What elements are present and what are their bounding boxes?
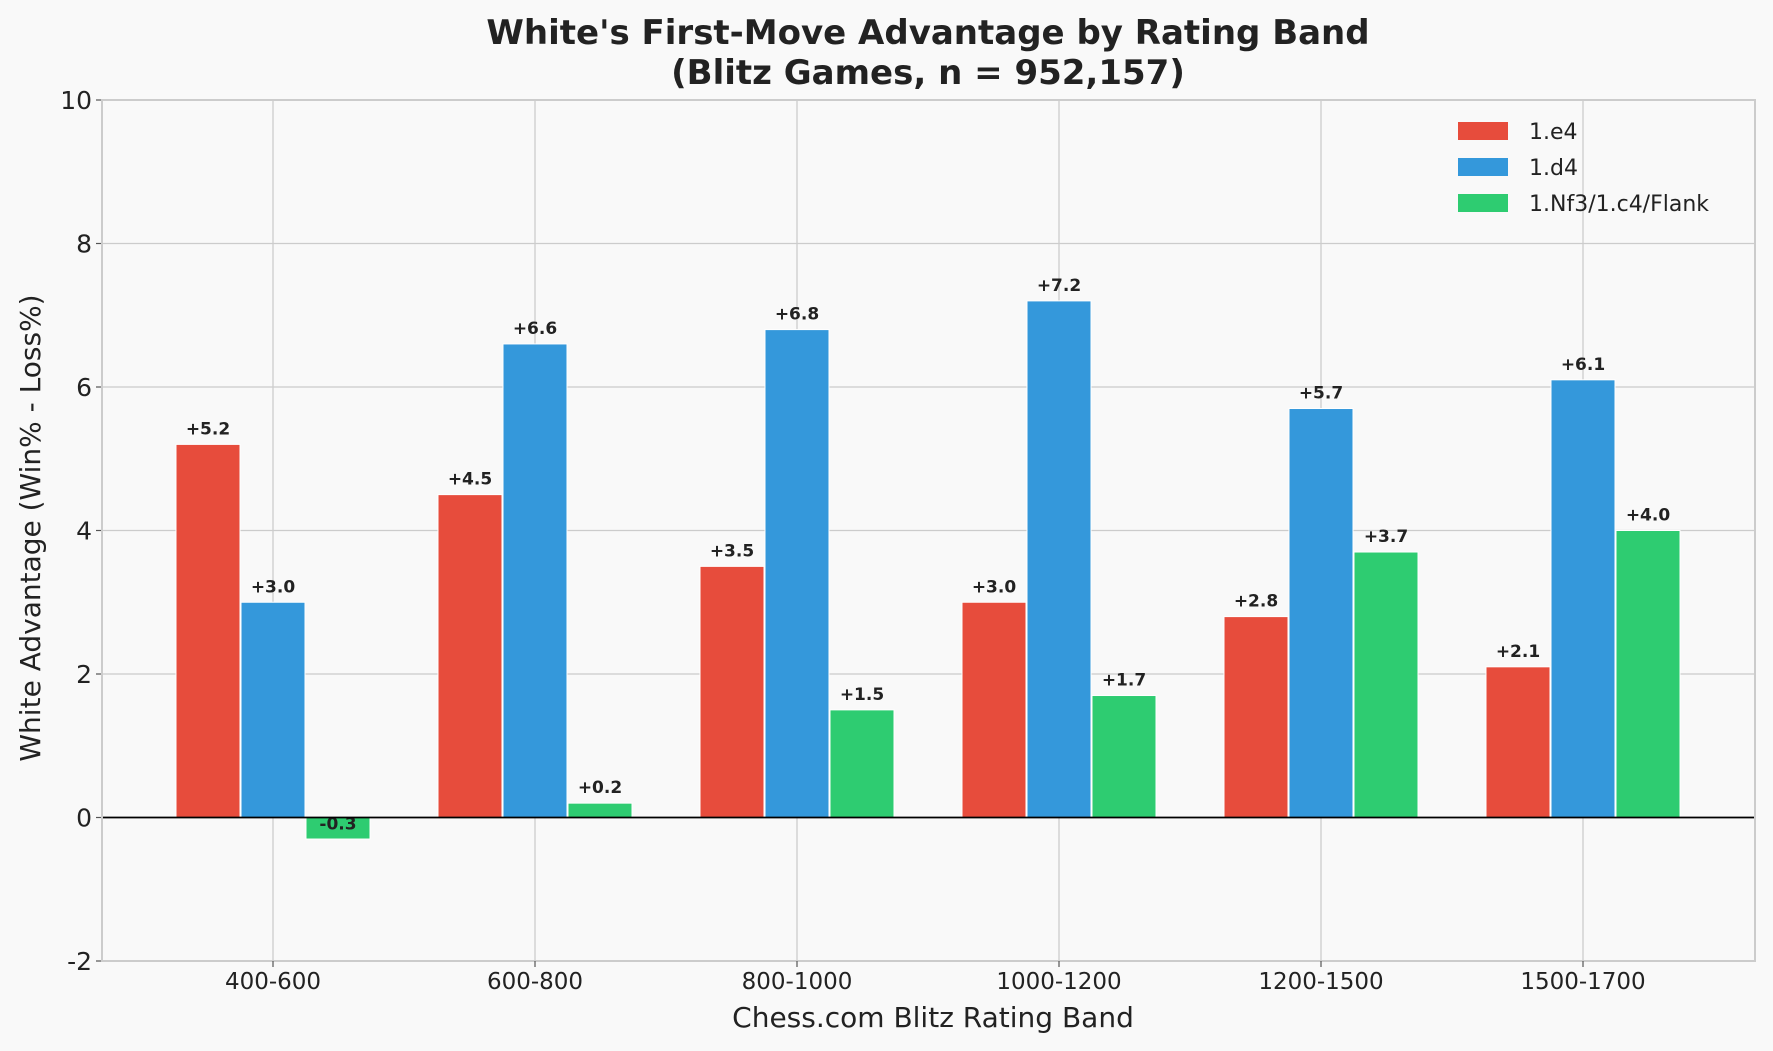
- bar: [1223, 616, 1289, 818]
- bar-value-label: -0.3: [319, 815, 356, 835]
- y-tick-label: 2: [76, 660, 92, 689]
- bar: [1485, 666, 1551, 819]
- x-tick-label: 800-1000: [742, 969, 853, 995]
- bar-value-label: +5.2: [186, 419, 230, 439]
- plot-area: -2 0 2 4 6 8 10 +5.2 +4.5 +3.5 +3.0 +2.8 +2.1 +3.0 +6.…: [60, 86, 1756, 995]
- bar-value-label: +2.1: [1496, 642, 1540, 662]
- bar-value-label: +4.0: [1626, 506, 1671, 526]
- legend-swatch: [1458, 122, 1508, 140]
- bar-value-label: +5.7: [1299, 384, 1343, 404]
- plot-frame: [101, 99, 1756, 962]
- bar: [1353, 551, 1419, 819]
- y-tick-label: -2: [67, 947, 92, 976]
- y-axis-label: White Advantage (Win% - Loss%): [14, 294, 47, 761]
- bar-value-label: +1.5: [840, 685, 884, 705]
- y-tick-label: 6: [76, 373, 92, 402]
- bar: [1026, 300, 1092, 818]
- y-tick-label: 8: [76, 230, 92, 259]
- bar-value-label: +4.5: [448, 470, 492, 490]
- legend-label: 1.d4: [1529, 156, 1578, 181]
- bar: [1550, 379, 1616, 818]
- bar-value-label: +2.8: [1234, 592, 1278, 612]
- y-tick-label: 10: [60, 86, 92, 115]
- bar-value-label: +3.7: [1364, 527, 1408, 547]
- x-tick-label: 1500-1700: [1520, 969, 1645, 995]
- chart-title-line-2: (Blitz Games, n = 952,157): [671, 53, 1185, 93]
- bar-value-label: +1.7: [1102, 671, 1146, 691]
- x-tick-label: 1200-1500: [1258, 969, 1383, 995]
- bar-value-label: +7.2: [1037, 276, 1081, 296]
- x-tick-label: 600-800: [487, 969, 583, 995]
- bar-value-label: +6.8: [775, 305, 819, 325]
- bar: [961, 601, 1027, 818]
- bar-value-label: +6.6: [513, 319, 557, 339]
- legend-swatch: [1458, 194, 1508, 212]
- bar: [1615, 530, 1681, 818]
- x-axis-label: Chess.com Blitz Rating Band: [732, 1001, 1134, 1034]
- bar-value-label: +3.5: [710, 541, 754, 561]
- y-tick-label: 4: [76, 517, 92, 546]
- bar-value-label: +6.1: [1561, 355, 1605, 375]
- bar-value-label: +0.2: [578, 778, 622, 798]
- bar: [567, 802, 633, 819]
- x-tick-label: 400-600: [225, 969, 321, 995]
- bar: [437, 494, 503, 818]
- bar: [1288, 408, 1354, 818]
- bar-value-label: +3.0: [251, 577, 296, 597]
- bar: [699, 565, 765, 818]
- x-tick-label: 1000-1200: [996, 969, 1121, 995]
- legend: 1.e4 1.d4 1.Nf3/1.c4/Flank: [1458, 120, 1709, 217]
- y-tick-label: 0: [76, 804, 92, 833]
- legend-label: 1.e4: [1529, 120, 1578, 145]
- bar: [502, 343, 568, 818]
- bar-value-label: +3.0: [972, 577, 1017, 597]
- bar: [175, 443, 241, 818]
- chart-title-line-1: White's First-Move Advantage by Rating B…: [486, 13, 1369, 53]
- bar: [829, 709, 895, 818]
- bar: [764, 329, 830, 818]
- bar: [1091, 695, 1157, 819]
- bar: [240, 601, 306, 818]
- legend-label: 1.Nf3/1.c4/Flank: [1529, 192, 1709, 217]
- legend-swatch: [1458, 158, 1508, 176]
